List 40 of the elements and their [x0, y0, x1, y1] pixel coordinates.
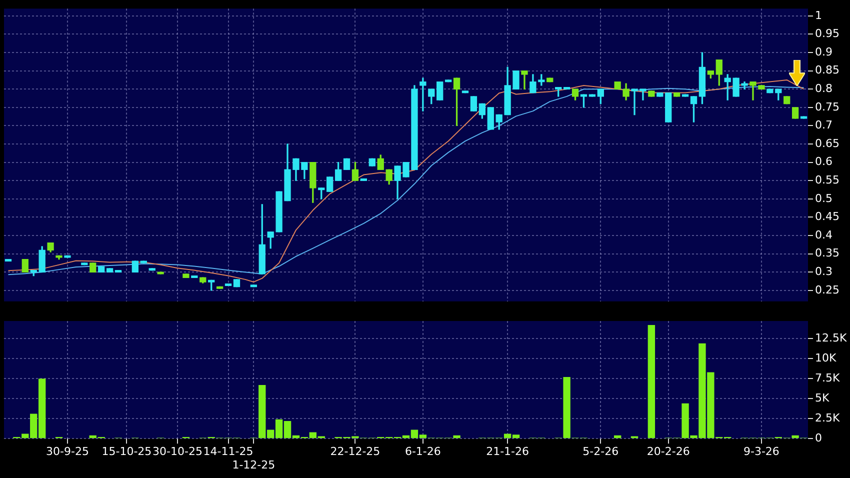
y-tick-label: 0.45 — [815, 210, 840, 224]
y-tick-label: 0.8 — [815, 82, 832, 95]
y-tick-label: 0.9 — [815, 45, 832, 58]
x-tick-label: 30-9-25 — [46, 445, 89, 458]
y-tick-label: 0.65 — [815, 136, 840, 150]
y-tick-label: 0.75 — [815, 100, 840, 114]
y-tick-label: 0.85 — [815, 64, 840, 77]
y-tick-label: 0.4 — [815, 228, 832, 242]
bar — [614, 435, 622, 438]
candlestick — [521, 70, 528, 90]
x-tick-label: 15-10-25 — [102, 445, 152, 458]
y-tick-label: 5K — [815, 391, 830, 404]
x-tick-label: 14-11-25 — [203, 445, 254, 458]
y-tick-label: 0.55 — [815, 173, 840, 186]
y-tick-label: 7.5K — [815, 371, 840, 384]
x-tick-label: 5-2-26 — [582, 445, 619, 458]
x-tick-label: 1-12-25 — [232, 458, 276, 472]
y-tick-label: 0 — [815, 431, 822, 444]
y-tick-label: 10K — [815, 351, 837, 364]
bar — [648, 325, 656, 438]
y-tick-label: 0.95 — [815, 27, 840, 40]
y-tick-label: 0.7 — [815, 118, 832, 132]
y-tick-label: 0.6 — [815, 155, 832, 168]
bar — [453, 435, 460, 438]
x-tick-label: 9-3-26 — [743, 445, 780, 458]
y-tick-label: 2.5K — [815, 411, 840, 424]
candlestick — [420, 78, 426, 112]
bar — [792, 435, 799, 438]
y-tick-label: 0.3 — [815, 264, 832, 278]
y-tick-label: 12.5K — [815, 331, 848, 344]
y-tick-label: 0.25 — [815, 283, 840, 296]
x-tick-label: 21-1-26 — [486, 445, 530, 458]
y-tick-label: 0.5 — [815, 192, 832, 205]
x-tick-label: 30-10-25 — [152, 445, 202, 458]
bar — [563, 377, 570, 438]
x-tick-label: 20-2-26 — [646, 445, 690, 458]
y-tick-label: 1 — [815, 8, 822, 22]
x-tick-label: 22-12-25 — [330, 445, 380, 458]
y-tick-label: 0.35 — [815, 246, 840, 260]
x-tick-label: 6-1-26 — [404, 445, 441, 458]
